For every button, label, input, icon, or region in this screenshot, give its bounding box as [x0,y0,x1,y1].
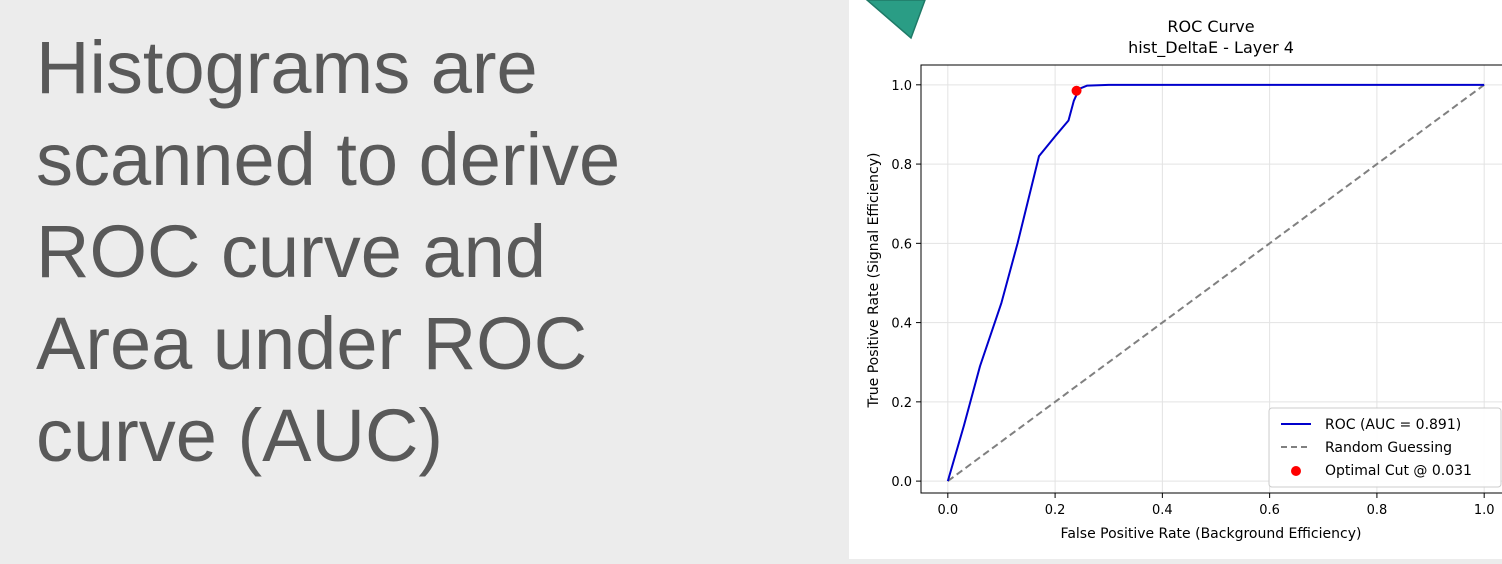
x-tick-label: 1.0 [1474,503,1495,518]
legend-optimal-label: Optimal Cut @ 0.031 [1325,463,1472,479]
roc-curve-line [946,83,1485,482]
x-tick-label: 0.6 [1259,503,1280,518]
y-tick-label: 1.0 [891,79,912,94]
x-tick-label: 0.8 [1367,503,1388,518]
slide-text-line: ROC curve and [36,210,546,293]
chart-legend: ROC (AUC = 0.891) Random Guessing Optima… [1268,407,1502,488]
legend-random-label: Random Guessing [1325,440,1452,456]
chart-series [946,83,1485,482]
legend-optimal-swatch [1291,466,1301,476]
y-tick-label: 0.8 [891,158,912,173]
legend-roc-label: ROC (AUC = 0.891) [1325,417,1461,433]
slide-text-line: curve (AUC) [36,394,444,477]
x-axis-label: False Positive Rate (Background Efficien… [1061,526,1362,542]
x-tick-label: 0.2 [1045,503,1066,518]
chart-subtitle: hist_DeltaE - Layer 4 [1128,38,1294,58]
y-tick-label: 0.2 [891,396,912,411]
plot-frame [920,64,1502,494]
y-axis-label: True Positive Rate (Signal Efficiency) [866,153,882,409]
y-tick-label: 0.6 [891,237,912,252]
slide-body-text: Histograms are scanned to derive ROC cur… [36,22,796,482]
slide-text-line: scanned to derive [36,118,621,201]
legend-box [1268,407,1502,488]
slide-text-line: Histograms are [36,26,538,109]
arrow-shape [865,0,926,40]
slide-text-line: Area under ROC [36,302,588,385]
x-tick-label: 0.0 [937,503,958,518]
chart-grid [921,65,1502,493]
chart-ticks: 0.0 0.2 0.4 0.6 0.8 1.0 0.0 0.2 0.4 0.6 0.8 1.0 [891,79,1494,518]
y-tick-label: 0.0 [891,475,912,490]
chart-title: ROC Curve [1167,17,1254,36]
roc-chart: ROC Curve hist_DeltaE - Layer 4 0.0 0.2 0.… [866,17,1502,542]
x-tick-label: 0.4 [1152,503,1173,518]
optimal-cut-point [1071,85,1082,96]
y-tick-label: 0.4 [891,317,912,332]
random-guessing-line [947,84,1485,482]
roc-chart-image: ROC Curve hist_DeltaE - Layer 4 0.0 0.2 0.… [849,0,1502,559]
